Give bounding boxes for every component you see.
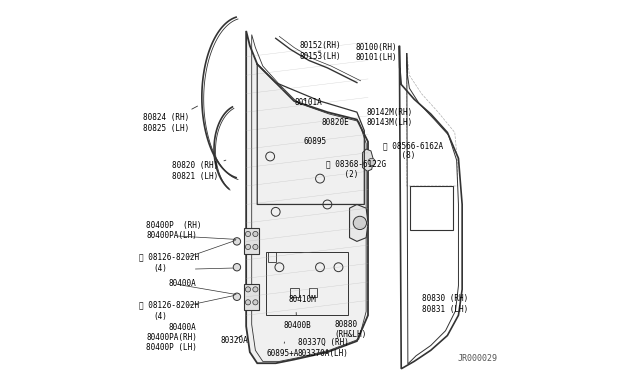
Text: Ⓑ 08126-8202H: Ⓑ 08126-8202H [139,253,199,262]
Text: 80100(RH)
80101(LH): 80100(RH) 80101(LH) [355,43,397,62]
Text: (4): (4) [154,312,168,321]
Text: 80400A: 80400A [168,323,196,332]
Text: JR000029: JR000029 [457,354,497,363]
Text: 80152(RH)
80153(LH): 80152(RH) 80153(LH) [300,41,341,61]
Text: Ⓢ 08566-6162A
    (8): Ⓢ 08566-6162A (8) [383,141,443,160]
Bar [291,288,299,297]
Text: 80820E: 80820E [322,118,349,127]
Bar [244,228,259,254]
Text: (4): (4) [154,264,168,273]
Text: 80824 (RH)
80825 (LH): 80824 (RH) 80825 (LH) [143,106,198,132]
Circle shape [253,231,258,237]
Text: 80830 (RH)
80831 (LH): 80830 (RH) 80831 (LH) [422,294,468,314]
Circle shape [353,216,367,230]
Text: 80410M: 80410M [289,295,316,304]
Bar [410,186,453,230]
Text: 80400PA(RH)
80400P (LH): 80400PA(RH) 80400P (LH) [147,333,197,352]
Circle shape [245,287,251,292]
Text: 80400B: 80400B [283,312,311,330]
PathPatch shape [246,31,368,363]
Polygon shape [362,149,374,171]
Text: Ⓑ 08126-8202H: Ⓑ 08126-8202H [139,301,199,310]
Bar [244,284,259,310]
Circle shape [233,293,241,301]
Text: 80400A: 80400A [168,279,196,288]
Text: 80320A: 80320A [220,335,248,345]
Text: 80400P  (RH)
80400PA(LH): 80400P (RH) 80400PA(LH) [147,221,202,240]
Text: 80337Q (RH)
803370A(LH): 80337Q (RH) 803370A(LH) [298,339,349,358]
Circle shape [233,238,241,245]
Bar [268,253,276,262]
Bar [309,288,317,297]
Text: 80142M(RH)
80143M(LH): 80142M(RH) 80143M(LH) [366,108,412,127]
Text: 60895: 60895 [303,137,326,145]
Circle shape [368,158,376,166]
Circle shape [245,300,251,305]
Circle shape [253,287,258,292]
Circle shape [233,263,241,271]
Circle shape [245,244,251,250]
Circle shape [245,231,251,237]
Text: 80820 (RH)
80821 (LH): 80820 (RH) 80821 (LH) [172,160,226,181]
Text: 80880
(RH&LH): 80880 (RH&LH) [335,320,367,339]
Polygon shape [349,205,368,241]
Text: 80101A: 80101A [294,98,322,107]
Bar [266,253,348,315]
Circle shape [253,244,258,250]
Text: Ⓢ 08368-6122G
    (2): Ⓢ 08368-6122G (2) [326,159,386,179]
Circle shape [253,300,258,305]
Text: 60895+A: 60895+A [266,342,299,358]
